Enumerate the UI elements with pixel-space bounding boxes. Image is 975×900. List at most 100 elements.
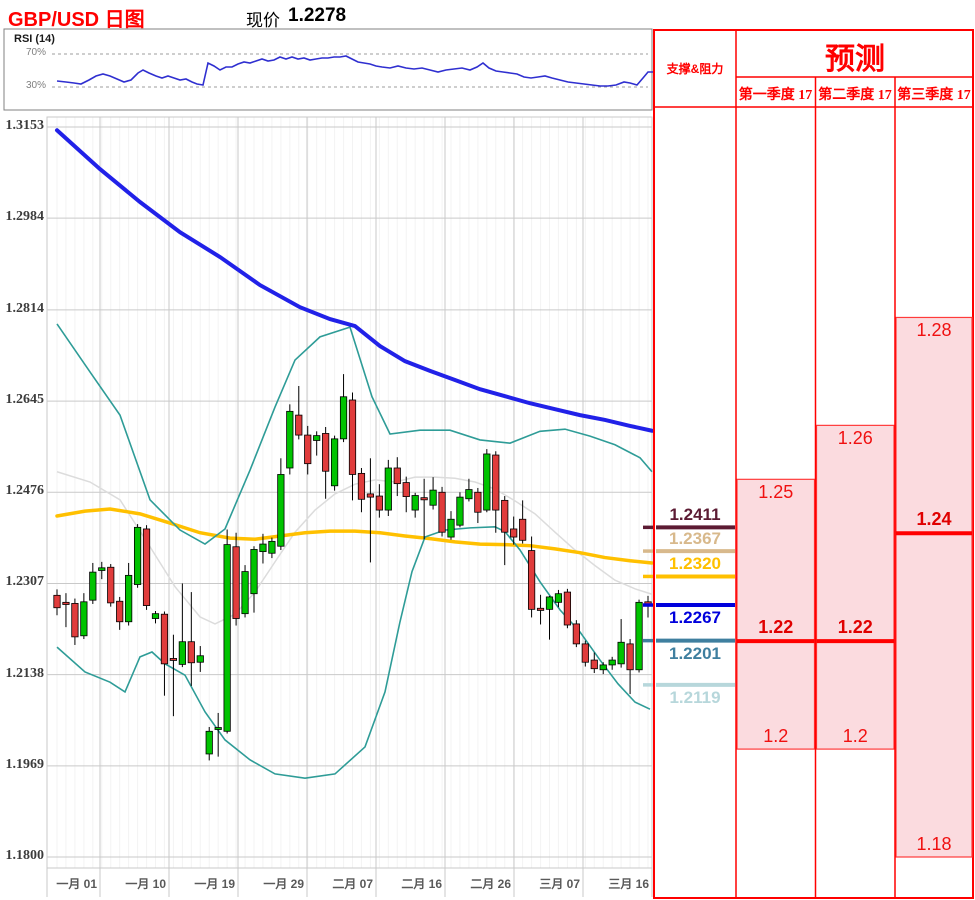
candle-up — [483, 453, 491, 511]
forecast-low-value: 1.2 — [763, 726, 789, 747]
forecast-mid-value: 1.22 — [758, 617, 794, 638]
candle-up — [384, 467, 392, 511]
forecast-high-value: 1.28 — [916, 320, 952, 341]
x-axis-label: 一月 19 — [194, 877, 235, 891]
candle-up — [178, 641, 186, 665]
candle-up — [599, 664, 607, 671]
y-axis-label: 1.2138 — [5, 665, 45, 681]
forecast-quarter-header: 第一季度 17 — [738, 88, 813, 103]
candle-up — [617, 641, 625, 665]
candle-up — [465, 489, 473, 500]
rsi-upper-threshold-label: 70% — [25, 47, 46, 58]
x-axis-label: 二月 16 — [401, 877, 442, 891]
candle-up — [456, 496, 464, 526]
candle-down — [510, 528, 518, 538]
candle-up — [286, 410, 294, 469]
support-resistance-value: 1.2320 — [669, 554, 721, 574]
candle-up — [554, 593, 563, 603]
candle-down — [501, 499, 509, 533]
rsi-indicator-label: RSI (14) — [14, 33, 55, 45]
candle-down — [572, 623, 580, 645]
y-axis-label: 1.3153 — [5, 118, 45, 133]
candle-down — [142, 528, 151, 606]
candle-down — [438, 491, 446, 533]
candle-up — [313, 435, 321, 441]
candle-up — [411, 495, 419, 511]
candle-up — [339, 396, 348, 440]
candle-down — [393, 467, 401, 485]
candle-down — [53, 594, 61, 609]
candle-down — [169, 658, 178, 661]
forecast-high-value: 1.25 — [758, 482, 794, 503]
candle-up — [133, 526, 142, 585]
candle-up — [196, 655, 204, 663]
candle-down — [536, 607, 545, 611]
x-axis-label: 三月 16 — [608, 877, 649, 891]
candle-down — [116, 600, 124, 623]
candle-up — [447, 518, 455, 538]
candle-down — [590, 659, 598, 670]
forecast-low-value: 1.18 — [916, 834, 952, 854]
candle-down — [107, 566, 115, 604]
candle-up — [151, 613, 160, 619]
y-axis-label: 1.2307 — [5, 574, 45, 590]
forecast-mid-value: 1.24 — [916, 509, 952, 530]
forecast-mid-value: 1.22 — [837, 617, 873, 638]
forecast-range — [895, 316, 973, 858]
candle-down — [581, 643, 589, 663]
candle-up — [429, 489, 437, 506]
candle-down — [160, 613, 169, 665]
rsi-line — [56, 55, 654, 87]
candle-down — [492, 454, 500, 511]
candle-up — [277, 474, 285, 547]
forecast-low-value: 1.2 — [842, 726, 868, 747]
y-axis-label: 1.2645 — [5, 392, 45, 408]
support-resistance-header: 支撑&阻力 — [666, 62, 724, 76]
candle-up — [268, 540, 276, 554]
support-resistance-value: 1.2267 — [669, 608, 721, 628]
candle-up — [250, 549, 258, 595]
y-axis-label: 1.2984 — [5, 209, 45, 225]
current-price-label: 现价 — [246, 11, 280, 30]
candle-down — [295, 414, 303, 436]
forecast-high-value: 1.26 — [837, 428, 873, 449]
candle-down — [304, 434, 312, 465]
support-resistance-value: 1.2119 — [669, 687, 721, 707]
x-axis-label: 一月 10 — [125, 877, 166, 891]
candle-down — [420, 497, 428, 501]
candle-up — [223, 544, 231, 732]
candle-down — [366, 493, 375, 498]
y-axis-label: 1.1800 — [5, 848, 45, 863]
plot-border — [46, 116, 653, 869]
candle-down — [62, 601, 70, 605]
ma-blue-line — [55, 128, 654, 433]
candle-down — [519, 518, 527, 541]
candle-up — [259, 543, 267, 553]
candle-up — [608, 659, 616, 666]
candle-down — [357, 472, 366, 500]
candle-down — [322, 433, 330, 472]
candle-down — [375, 495, 383, 511]
candle-down — [187, 641, 195, 664]
candle-up — [214, 727, 222, 730]
candle-down — [348, 399, 357, 475]
candle-up — [89, 571, 97, 601]
bollinger-lower-band — [56, 525, 651, 780]
candle-down — [474, 491, 482, 513]
candle-up — [98, 567, 106, 571]
candle-up — [80, 601, 88, 637]
current-price-value: 1.2278 — [288, 5, 347, 26]
y-axis-label: 1.2476 — [5, 483, 45, 499]
forecast-header: 预测 — [825, 43, 885, 76]
candle-up — [545, 596, 554, 610]
forecast-quarter-header: 第三季度 17 — [897, 88, 971, 103]
forecast-quarter-header: 第二季度 17 — [818, 88, 892, 103]
panel-frame — [653, 29, 974, 899]
x-axis-label: 三月 07 — [539, 877, 580, 891]
support-resistance-value: 1.2201 — [669, 643, 721, 663]
bollinger-upper-band — [56, 323, 653, 546]
page-title: GBP/USD 日图 — [8, 9, 145, 31]
x-axis-label: 二月 07 — [332, 877, 373, 891]
